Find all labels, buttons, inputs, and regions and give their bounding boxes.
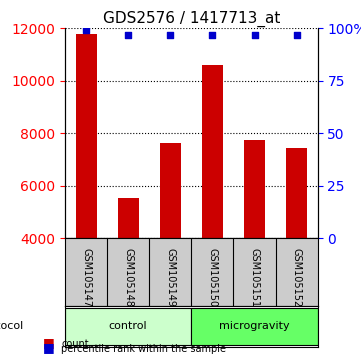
Text: GSM105148: GSM105148 [123, 249, 133, 307]
Point [294, 32, 300, 38]
Bar [202, 64, 223, 238]
Text: control: control [109, 321, 147, 331]
Text: GSM105149: GSM105149 [165, 249, 175, 307]
Text: protocol: protocol [0, 321, 23, 331]
Text: microgravity: microgravity [219, 321, 290, 331]
Text: GSM105147: GSM105147 [81, 249, 91, 308]
Bar [118, 198, 139, 238]
Text: count: count [61, 339, 89, 349]
FancyBboxPatch shape [191, 308, 318, 345]
Bar [75, 34, 96, 238]
Point [83, 28, 89, 33]
Text: GSM105151: GSM105151 [249, 249, 260, 308]
Text: ■: ■ [43, 341, 55, 354]
Point [125, 32, 131, 38]
Bar [160, 143, 181, 238]
Point [209, 32, 215, 38]
Text: GSM105150: GSM105150 [207, 249, 217, 308]
Point [252, 32, 257, 38]
Text: ■: ■ [43, 336, 55, 349]
Bar [244, 140, 265, 238]
Text: percentile rank within the sample: percentile rank within the sample [61, 344, 226, 354]
Point [168, 32, 173, 38]
FancyBboxPatch shape [65, 308, 191, 345]
Bar [286, 148, 307, 238]
Title: GDS2576 / 1417713_at: GDS2576 / 1417713_at [103, 11, 280, 27]
Text: GSM105152: GSM105152 [292, 249, 302, 308]
